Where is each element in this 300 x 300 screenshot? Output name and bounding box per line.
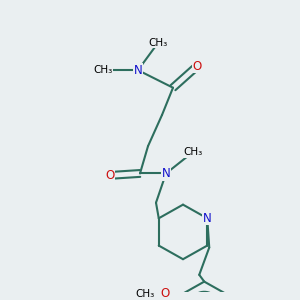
Text: N: N xyxy=(203,212,212,225)
Text: CH₃: CH₃ xyxy=(135,289,154,299)
Text: O: O xyxy=(192,60,202,73)
Text: O: O xyxy=(105,169,115,182)
Text: N: N xyxy=(162,167,170,180)
Text: CH₃: CH₃ xyxy=(148,38,168,48)
Text: O: O xyxy=(160,287,169,300)
Text: CH₃: CH₃ xyxy=(183,147,202,157)
Text: N: N xyxy=(134,64,142,77)
Text: CH₃: CH₃ xyxy=(93,65,112,75)
